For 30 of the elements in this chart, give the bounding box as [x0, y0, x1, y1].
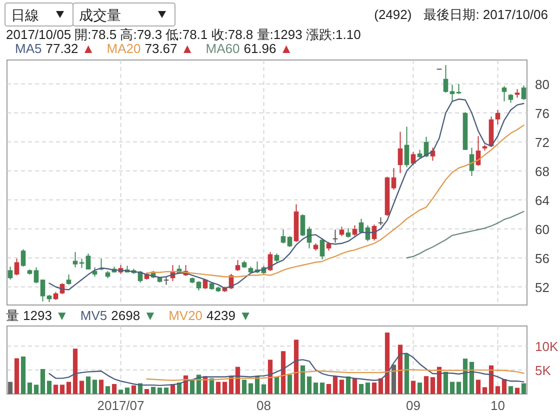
x-tick-label: 2017/07 — [97, 398, 144, 413]
y-tick-label: 64 — [535, 192, 550, 208]
text: MA20 — [106, 41, 141, 56]
y-tick-label: 10K — [535, 339, 558, 354]
y-tick-label: 76 — [535, 106, 550, 121]
chart-title: (2492) — [374, 7, 412, 22]
text: 73.67 ▲ — [144, 41, 194, 56]
x-tick-label: 09 — [406, 398, 420, 413]
text: MA60 — [206, 41, 240, 56]
text: MV20 — [168, 308, 203, 323]
text: 2017/10/05 開:78.5 高:79.3 低:78.1 收:78.8 量:1293 漲跌:1.10 — [6, 27, 361, 42]
text: 61.96 ▲ — [244, 41, 293, 56]
y-tick-label: 80 — [535, 76, 550, 92]
y-tick-label: 60 — [535, 222, 550, 237]
x-tick-label: 08 — [256, 398, 271, 413]
line-series — [406, 210, 524, 258]
text: 77.32 ▲ — [46, 41, 95, 56]
text: MA5 — [15, 41, 42, 56]
y-tick-label: 56 — [535, 250, 550, 266]
text: 量 — [6, 308, 19, 323]
y-tick-label: 52 — [535, 280, 550, 295]
y-tick-label: 68 — [535, 164, 550, 179]
text: MV5 — [80, 308, 108, 323]
y-tick-label: 72 — [535, 134, 550, 150]
x-tick-label: 10 — [490, 398, 505, 413]
text: 2698 ▼ — [111, 308, 157, 323]
text: 4239 ▼ — [206, 308, 252, 323]
chart-subtitle: 最後日期: 2017/10/06 — [424, 7, 548, 22]
y-tick-label: 5K — [535, 363, 552, 378]
text: 1293 ▼ — [23, 308, 68, 323]
